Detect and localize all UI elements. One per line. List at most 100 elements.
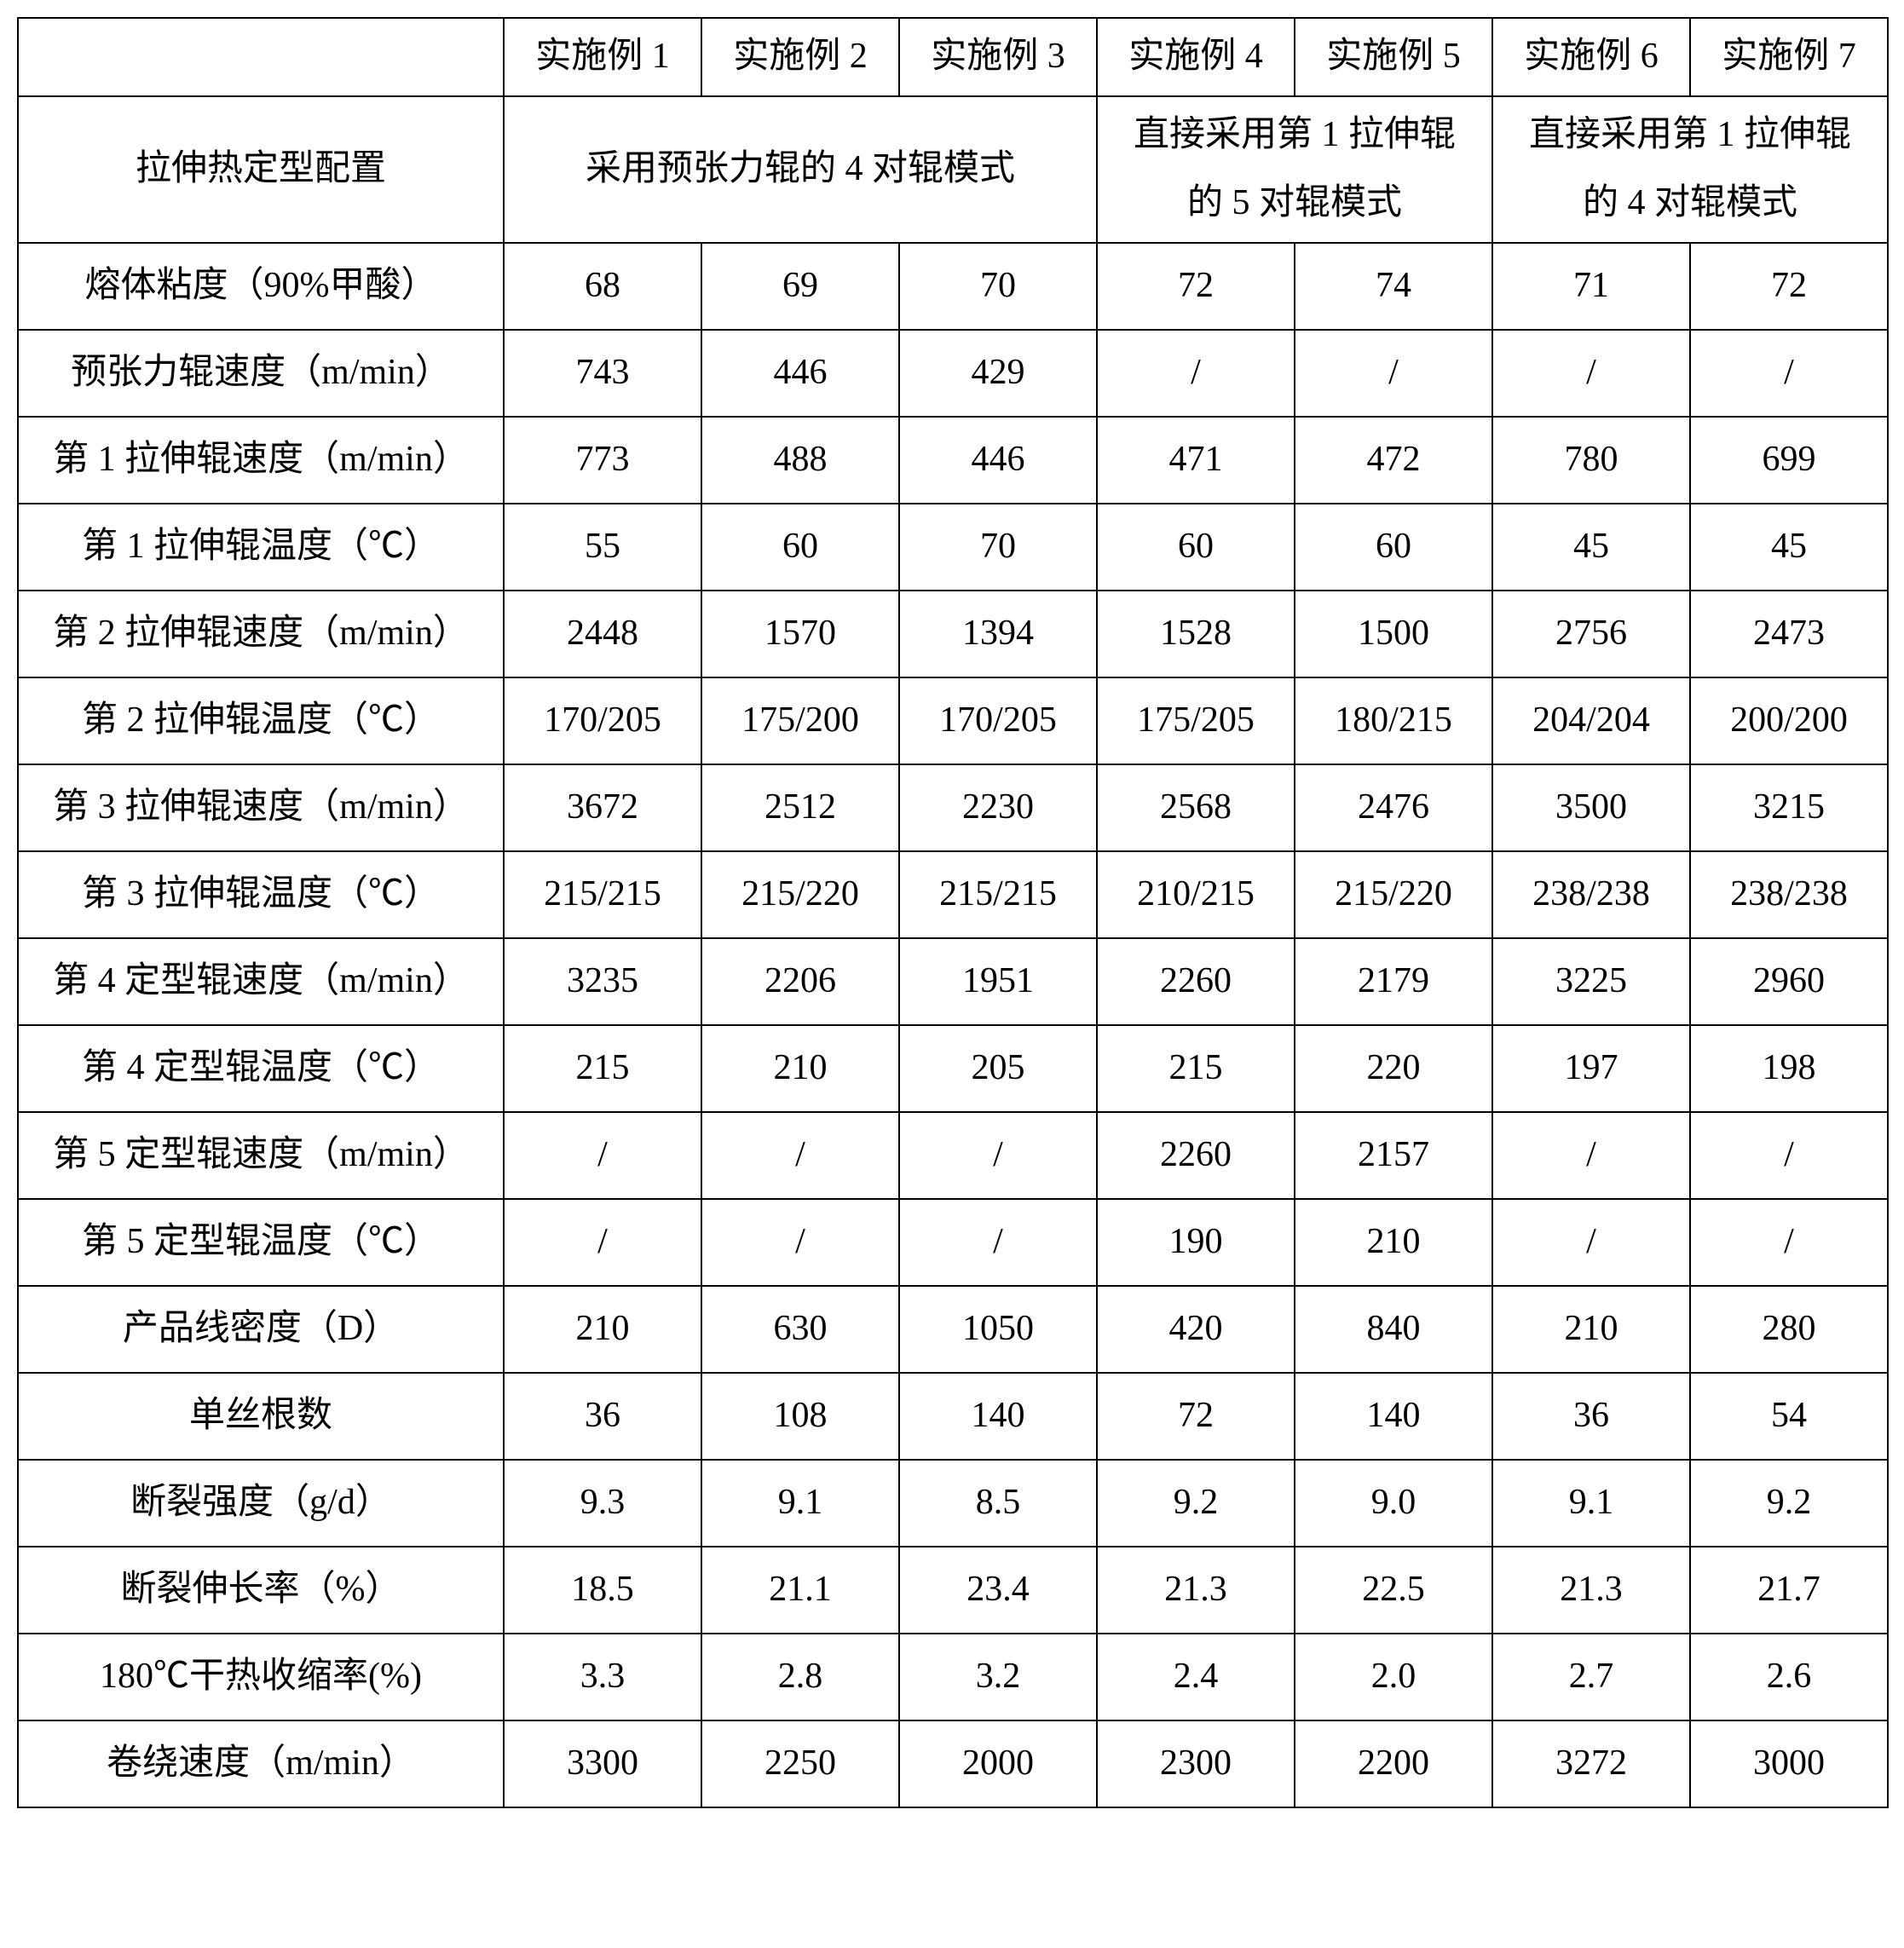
cell: 36: [504, 1373, 701, 1460]
cell: 429: [899, 330, 1097, 417]
cell: 840: [1295, 1286, 1492, 1373]
cell: /: [1492, 1112, 1690, 1199]
cell: 215: [1097, 1025, 1295, 1112]
cell: /: [899, 1199, 1097, 1286]
cell: 215/220: [1295, 851, 1492, 938]
table-row: 断裂强度（g/d） 9.3 9.1 8.5 9.2 9.0 9.1 9.2: [18, 1460, 1888, 1547]
cell: 72: [1097, 243, 1295, 330]
cell: 60: [1295, 504, 1492, 591]
cell: 60: [701, 504, 899, 591]
cell: 60: [1097, 504, 1295, 591]
cell: 2476: [1295, 764, 1492, 851]
row-label: 预张力辊速度（m/min）: [18, 330, 504, 417]
table-row: 熔体粘度（90%甲酸） 68 69 70 72 74 71 72: [18, 243, 1888, 330]
row-label: 180℃干热收缩率(%): [18, 1634, 504, 1720]
config-group-c-line2: 的 4 对辊模式: [1583, 183, 1797, 222]
cell: 68: [504, 243, 701, 330]
row-label: 第 1 拉伸辊温度（℃）: [18, 504, 504, 591]
table-row: 卷绕速度（m/min） 3300 2250 2000 2300 2200 327…: [18, 1720, 1888, 1807]
cell: 2512: [701, 764, 899, 851]
cell: 190: [1097, 1199, 1295, 1286]
cell: 23.4: [899, 1547, 1097, 1634]
cell: 3235: [504, 938, 701, 1025]
cell: 2300: [1097, 1720, 1295, 1807]
cell: 72: [1690, 243, 1888, 330]
cell: 205: [899, 1025, 1097, 1112]
header-ex1: 实施例 1: [504, 18, 701, 96]
row-label: 第 5 定型辊温度（℃）: [18, 1199, 504, 1286]
table-row: 180℃干热收缩率(%) 3.3 2.8 3.2 2.4 2.0 2.7 2.6: [18, 1634, 1888, 1720]
cell: 2.0: [1295, 1634, 1492, 1720]
cell: 2448: [504, 591, 701, 677]
cell: 69: [701, 243, 899, 330]
cell: 22.5: [1295, 1547, 1492, 1634]
cell: /: [1690, 330, 1888, 417]
cell: 140: [899, 1373, 1097, 1460]
cell: 3500: [1492, 764, 1690, 851]
cell: 220: [1295, 1025, 1492, 1112]
row-label: 第 4 定型辊速度（m/min）: [18, 938, 504, 1025]
cell: /: [1492, 330, 1690, 417]
config-group-b-line1: 直接采用第 1 拉伸辊: [1134, 115, 1456, 154]
cell: 200/200: [1690, 677, 1888, 764]
cell: 2756: [1492, 591, 1690, 677]
cell: 1570: [701, 591, 899, 677]
table-row: 第 2 拉伸辊速度（m/min） 2448 1570 1394 1528 150…: [18, 591, 1888, 677]
cell: /: [1295, 330, 1492, 417]
cell: 780: [1492, 417, 1690, 504]
cell: 2260: [1097, 1112, 1295, 1199]
header-ex6: 实施例 6: [1492, 18, 1690, 96]
table-row: 第 5 定型辊温度（℃） / / / 190 210 / /: [18, 1199, 1888, 1286]
cell: 3672: [504, 764, 701, 851]
config-group-c: 直接采用第 1 拉伸辊 的 4 对辊模式: [1492, 96, 1888, 243]
table-row: 第 1 拉伸辊速度（m/min） 773 488 446 471 472 780…: [18, 417, 1888, 504]
row-label: 产品线密度（D）: [18, 1286, 504, 1373]
cell: 472: [1295, 417, 1492, 504]
header-ex5: 实施例 5: [1295, 18, 1492, 96]
cell: 170/205: [899, 677, 1097, 764]
cell: 3272: [1492, 1720, 1690, 1807]
table-row: 单丝根数 36 108 140 72 140 36 54: [18, 1373, 1888, 1460]
cell: 215/215: [504, 851, 701, 938]
cell: 197: [1492, 1025, 1690, 1112]
cell: 8.5: [899, 1460, 1097, 1547]
cell: 54: [1690, 1373, 1888, 1460]
cell: /: [1690, 1112, 1888, 1199]
row-label: 第 2 拉伸辊速度（m/min）: [18, 591, 504, 677]
cell: 180/215: [1295, 677, 1492, 764]
cell: 55: [504, 504, 701, 591]
cell: 238/238: [1492, 851, 1690, 938]
cell: 210/215: [1097, 851, 1295, 938]
cell: 2473: [1690, 591, 1888, 677]
cell: 3215: [1690, 764, 1888, 851]
cell: 1394: [899, 591, 1097, 677]
cell: 9.3: [504, 1460, 701, 1547]
cell: 3300: [504, 1720, 701, 1807]
cell: 2230: [899, 764, 1097, 851]
cell: 2250: [701, 1720, 899, 1807]
cell: 1951: [899, 938, 1097, 1025]
table-row: 第 4 定型辊温度（℃） 215 210 205 215 220 197 198: [18, 1025, 1888, 1112]
cell: 21.7: [1690, 1547, 1888, 1634]
row-label: 第 4 定型辊温度（℃）: [18, 1025, 504, 1112]
row-label: 第 3 拉伸辊温度（℃）: [18, 851, 504, 938]
table-row: 第 2 拉伸辊温度（℃） 170/205 175/200 170/205 175…: [18, 677, 1888, 764]
cell: 215/215: [899, 851, 1097, 938]
cell: 630: [701, 1286, 899, 1373]
cell: 1528: [1097, 591, 1295, 677]
cell: 140: [1295, 1373, 1492, 1460]
cell: 2260: [1097, 938, 1295, 1025]
cell: 488: [701, 417, 899, 504]
cell: 36: [1492, 1373, 1690, 1460]
cell: /: [1690, 1199, 1888, 1286]
cell: 1500: [1295, 591, 1492, 677]
cell: 21.3: [1492, 1547, 1690, 1634]
cell: /: [1097, 330, 1295, 417]
config-group-a: 采用预张力辊的 4 对辊模式: [504, 96, 1097, 243]
cell: 175/200: [701, 677, 899, 764]
cell: 773: [504, 417, 701, 504]
cell: 446: [701, 330, 899, 417]
row-label: 第 5 定型辊速度（m/min）: [18, 1112, 504, 1199]
cell: /: [1492, 1199, 1690, 1286]
row-label: 单丝根数: [18, 1373, 504, 1460]
